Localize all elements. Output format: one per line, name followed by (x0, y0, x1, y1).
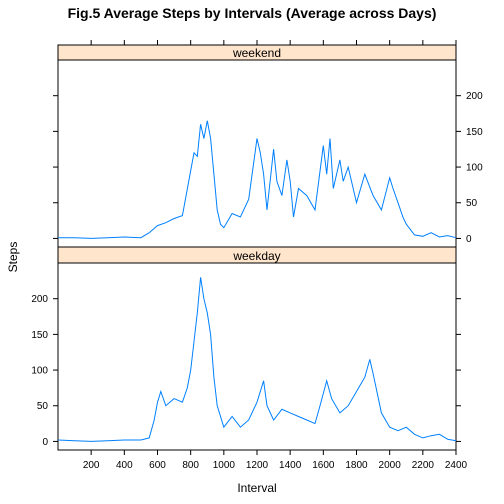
axes: 200 400 600 800 1000 1200 1400 1600 1800 2000 2200… (31, 40, 483, 471)
y-tick-label: 200 (466, 91, 483, 102)
weekday-series-line (57, 277, 457, 442)
x-tick-label: 1800 (345, 460, 368, 471)
y-tick-label: 200 (31, 294, 48, 305)
chart-title: Fig.5 Average Steps by Intervals (Averag… (68, 5, 437, 21)
x-tick-label: 600 (149, 460, 166, 471)
weekday-strip-label: weekday (232, 249, 280, 263)
y-axis-label: Steps (6, 242, 20, 273)
weekend-strip-label: weekend (232, 46, 281, 60)
y-tick-label: 0 (466, 234, 472, 245)
x-tick-label: 2200 (412, 460, 435, 471)
weekend-series-line (58, 120, 457, 239)
weekday-panel-frame (57, 262, 457, 451)
y-tick-label: 50 (37, 401, 49, 412)
x-tick-label: 400 (116, 460, 133, 471)
y-tick-label: 150 (31, 330, 48, 341)
x-tick-label: 1000 (213, 460, 236, 471)
x-tick-label: 200 (83, 460, 100, 471)
x-tick-label: 1200 (246, 460, 269, 471)
x-axis-label: Interval (237, 481, 276, 495)
weekend-panel-frame (57, 59, 457, 248)
x-tick-label: 800 (182, 460, 199, 471)
x-tick-label: 2000 (379, 460, 402, 471)
x-tick-label: 1600 (312, 460, 335, 471)
x-tick-label: 1400 (279, 460, 302, 471)
x-tick-label: 2400 (445, 460, 468, 471)
y-tick-label: 100 (31, 366, 48, 377)
y-tick-label: 150 (466, 127, 483, 138)
y-tick-label: 0 (42, 437, 48, 448)
y-tick-label: 50 (466, 198, 478, 209)
y-tick-label: 100 (466, 163, 483, 174)
